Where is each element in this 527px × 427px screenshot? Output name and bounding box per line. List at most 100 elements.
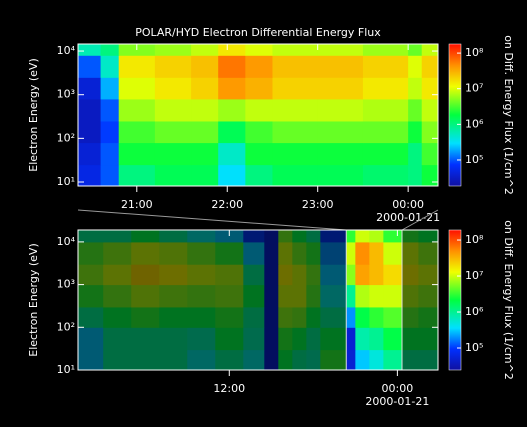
y-tick-label: 10³ xyxy=(57,278,75,291)
heatmap-cell xyxy=(218,164,246,187)
heatmap-cell xyxy=(272,55,319,78)
colorbar-tick-label: 10⁵ xyxy=(465,341,483,354)
plot-frame xyxy=(77,229,439,371)
y-tick-label: 10¹ xyxy=(57,175,75,188)
heatmap-cell xyxy=(317,44,364,56)
heatmap-cell xyxy=(272,142,319,166)
heatmap-cell xyxy=(369,284,384,308)
heatmap-cell xyxy=(78,120,102,144)
heatmap-cell xyxy=(317,120,364,144)
heatmap-cell xyxy=(100,142,120,166)
heatmap-cell xyxy=(218,142,246,166)
heatmap-cell xyxy=(408,55,423,78)
x-tick-label: 23:00 xyxy=(302,198,334,211)
heatmap-cell xyxy=(154,120,192,144)
heatmap-cell xyxy=(362,55,409,78)
heatmap-cell xyxy=(154,55,192,78)
heatmap-cell xyxy=(191,44,219,56)
heatmap-cell xyxy=(369,241,384,265)
heatmap-cell xyxy=(346,241,356,265)
x-date-label: 2000-01-21 xyxy=(365,395,429,408)
heatmap-cell xyxy=(362,120,409,144)
colorbar xyxy=(448,229,462,371)
heatmap-cell xyxy=(245,77,273,100)
dim-overlay xyxy=(402,230,438,370)
heatmap-cell xyxy=(218,44,246,56)
connector xyxy=(401,209,439,231)
heatmap-cell xyxy=(245,142,273,166)
heatmap-cell xyxy=(118,98,156,122)
x-tick-label: 00:00 xyxy=(392,198,424,211)
heatmap-cell xyxy=(346,349,356,371)
heatmap-cell xyxy=(317,77,364,100)
y-tick-label: 10² xyxy=(57,131,75,144)
heatmap-cell xyxy=(355,349,370,371)
heatmap-cell xyxy=(421,98,439,122)
heatmap-cell xyxy=(362,164,409,187)
heatmap-cell xyxy=(421,142,439,166)
heatmap-cell xyxy=(272,44,319,56)
heatmap-cell xyxy=(118,120,156,144)
heatmap-cell xyxy=(118,164,156,187)
heatmap-cell xyxy=(383,349,403,371)
heatmap-cell xyxy=(383,327,403,351)
heatmap-cell xyxy=(154,98,192,122)
connector xyxy=(77,209,347,231)
heatmap-cell xyxy=(245,55,273,78)
x-tick-label: 00:00 xyxy=(382,382,414,395)
y-tick-label: 10² xyxy=(57,320,75,333)
heatmap-cell xyxy=(218,98,246,122)
heatmap-cell xyxy=(78,77,102,100)
heatmap-cell xyxy=(154,44,192,56)
heatmap-cell xyxy=(317,98,364,122)
heatmap-cell xyxy=(346,264,356,286)
heatmap-cell xyxy=(100,164,120,187)
colorbar xyxy=(448,43,462,187)
heatmap-cell xyxy=(421,44,439,56)
y-axis-label: Electron Energy (eV) xyxy=(27,58,40,172)
heatmap-cell xyxy=(355,306,370,328)
heatmap-cell xyxy=(191,55,219,78)
x-tick-label: 21:00 xyxy=(121,198,153,211)
y-tick-label: 10¹ xyxy=(57,363,75,376)
heatmap-cell xyxy=(346,230,356,243)
heatmap-cell xyxy=(362,44,409,56)
y-axis-label: Electron Energy (eV) xyxy=(27,243,40,357)
heatmap-cell xyxy=(272,77,319,100)
heatmap-cell xyxy=(362,142,409,166)
heatmap-cell xyxy=(100,55,120,78)
heatmap-cell xyxy=(78,164,102,187)
heatmap-cell xyxy=(317,55,364,78)
heatmap-cell xyxy=(100,77,120,100)
x-date-label: 2000-01-21 xyxy=(376,211,440,224)
heatmap-cell xyxy=(369,264,384,286)
heatmap-cell xyxy=(245,98,273,122)
chart-title: POLAR/HYD Electron Differential Energy F… xyxy=(135,26,381,39)
heatmap-cell xyxy=(118,77,156,100)
heatmap-cell xyxy=(272,164,319,187)
heatmap-cell xyxy=(245,44,273,56)
colorbar-label: on Diff. Energy Flux (1/cm^2 xyxy=(502,220,515,380)
heatmap-cell xyxy=(408,164,423,187)
colorbar-tick-label: 10⁷ xyxy=(465,82,483,95)
heatmap-cell xyxy=(369,230,384,243)
heatmap-cell xyxy=(154,164,192,187)
heatmap-cell xyxy=(369,306,384,328)
heatmap-cell xyxy=(272,98,319,122)
heatmap-cell xyxy=(383,230,403,243)
heatmap-cell xyxy=(346,284,356,308)
heatmap-cell xyxy=(408,120,423,144)
heatmap-cell xyxy=(362,98,409,122)
heatmap-cell xyxy=(362,77,409,100)
x-tick-label: 22:00 xyxy=(211,198,243,211)
heatmap-cell xyxy=(191,98,219,122)
heatmap-cell xyxy=(421,77,439,100)
heatmap-cell xyxy=(317,164,364,187)
heatmap-cell xyxy=(100,120,120,144)
heatmap-cell xyxy=(383,306,403,328)
heatmap-cell xyxy=(383,241,403,265)
colorbar-label: on Diff. Energy Flux (1/cm^2 xyxy=(502,35,515,195)
heatmap-cell xyxy=(154,142,192,166)
heatmap-cell xyxy=(154,77,192,100)
